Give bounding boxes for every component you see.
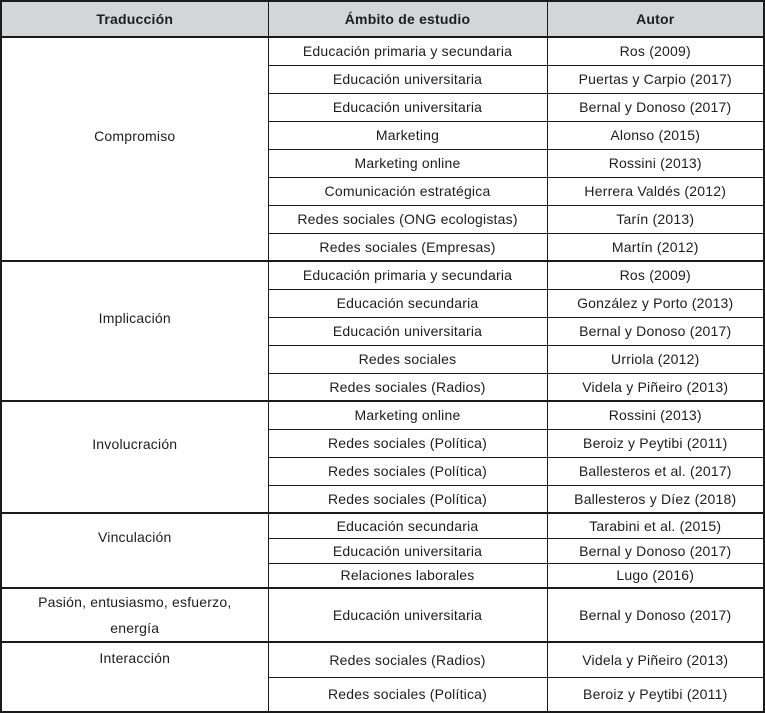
traduccion-label-interaccion: Interacción — [0, 641, 269, 713]
traduccion-label-vinculacion: Vinculación — [0, 512, 269, 589]
table-row: Interacción Redes sociales (Radios) Vide… — [0, 641, 765, 713]
ambito-cell: Redes sociales (Empresas) — [267, 232, 548, 262]
table-row: Redes sociales (Política) Beroiz y Peyti… — [1, 676, 765, 713]
table-row: Redes sociales (Radios) Videla y Piñeiro… — [1, 372, 765, 402]
table-row: Educación universitaria Puertas y Carpio… — [1, 64, 765, 94]
col-header-autor: Autor — [546, 0, 765, 38]
col-header-traduccion: Traducción — [0, 0, 269, 38]
table-row: Redes sociales (Política) Ballesteros et… — [1, 456, 765, 486]
table-row: Marketing Alonso (2015) — [1, 120, 765, 150]
table-row: Educación universitaria Bernal y Donoso … — [1, 316, 765, 346]
autor-cell: Beroiz y Peytibi (2011) — [546, 428, 765, 458]
autor-cell: Herrera Valdés (2012) — [546, 176, 765, 206]
ambito-cell: Marketing — [267, 120, 548, 150]
ambito-cell: Educación universitaria — [267, 92, 548, 122]
ambito-cell: Educación secundaria — [267, 512, 548, 539]
autor-cell: Rossini (2013) — [546, 400, 765, 430]
ambito-cell: Educación primaria y secundaria — [267, 260, 548, 290]
autor-cell: Ballesteros y Díez (2018) — [546, 484, 765, 514]
table-row: Comunicación estratégica Herrera Valdés … — [1, 176, 765, 206]
autor-cell: Alonso (2015) — [546, 120, 765, 150]
autor-cell: Puertas y Carpio (2017) — [546, 64, 765, 94]
autor-cell: Bernal y Donoso (2017) — [546, 92, 765, 122]
ambito-cell: Redes sociales (Política) — [267, 676, 548, 713]
ambito-cell: Redes sociales (Política) — [267, 428, 548, 458]
autor-cell: Tarín (2013) — [546, 204, 765, 234]
table-row: Educación universitaria Bernal y Donoso … — [1, 537, 765, 564]
ambito-cell: Educación universitaria — [267, 537, 548, 564]
table-row: Marketing online Rossini (2013) — [1, 148, 765, 178]
table-row: Relaciones laborales Lugo (2016) — [1, 562, 765, 589]
autor-cell: Ros (2009) — [546, 36, 765, 66]
autor-cell: Bernal y Donoso (2017) — [546, 587, 765, 643]
autor-cell: Ballesteros et al. (2017) — [546, 456, 765, 486]
ambito-cell: Redes sociales (Política) — [267, 484, 548, 514]
table-row: Educación universitaria Bernal y Donoso … — [1, 92, 765, 122]
autor-cell: Rossini (2013) — [546, 148, 765, 178]
ambito-cell: Marketing online — [267, 148, 548, 178]
autor-cell: Bernal y Donoso (2017) — [546, 316, 765, 346]
table-row: Educación secundaria González y Porto (2… — [1, 288, 765, 318]
autor-cell: González y Porto (2013) — [546, 288, 765, 318]
autor-cell: Urriola (2012) — [546, 344, 765, 374]
col-header-ambito: Ámbito de estudio — [267, 0, 548, 38]
ambito-cell: Relaciones laborales — [267, 562, 548, 589]
autor-cell: Videla y Piñeiro (2013) — [546, 641, 765, 678]
autor-cell: Ros (2009) — [546, 260, 765, 290]
traduccion-label-implicacion: Implicación — [0, 260, 269, 402]
ambito-cell: Educación universitaria — [267, 587, 548, 643]
table-row: Involucración Marketing online Rossini (… — [0, 400, 765, 514]
ambito-cell: Comunicación estratégica — [267, 176, 548, 206]
autor-cell: Videla y Piñeiro (2013) — [546, 372, 765, 402]
table-row: Vinculación Educación secundaria Tarabin… — [0, 512, 765, 589]
ambito-cell: Educación universitaria — [267, 64, 548, 94]
table-row: Redes sociales (Política) Ballesteros y … — [1, 484, 765, 514]
ambito-cell: Redes sociales (Política) — [267, 456, 548, 486]
header-row: Traducción Ámbito de estudio Autor — [0, 0, 765, 38]
traduccion-label-involucracion: Involucración — [0, 400, 269, 514]
ambito-cell: Marketing online — [267, 400, 548, 430]
table-row: Redes sociales (Empresas) Martín (2012) — [1, 232, 765, 262]
ambito-cell: Redes sociales (ONG ecologistas) — [267, 204, 548, 234]
table-row: Redes sociales (ONG ecologistas) Tarín (… — [1, 204, 765, 234]
autor-cell: Martín (2012) — [546, 232, 765, 262]
table-row: Redes sociales (Política) Beroiz y Peyti… — [1, 428, 765, 458]
autor-cell: Beroiz y Peytibi (2011) — [546, 676, 765, 713]
ambito-cell: Redes sociales (Radios) — [267, 641, 548, 678]
traduccion-label-compromiso: Compromiso — [0, 36, 269, 262]
autor-cell: Bernal y Donoso (2017) — [546, 537, 765, 564]
autor-cell: Lugo (2016) — [546, 562, 765, 589]
table-row: Pasión, entusiasmo, esfuerzo, energía Ed… — [0, 587, 765, 643]
autor-cell: Tarabini et al. (2015) — [546, 512, 765, 539]
ambito-cell: Redes sociales (Radios) — [267, 372, 548, 402]
ambito-cell: Educación secundaria — [267, 288, 548, 318]
ambito-cell: Educación primaria y secundaria — [267, 36, 548, 66]
ambito-cell: Educación universitaria — [267, 316, 548, 346]
table-row: Implicación Educación primaria y secunda… — [0, 260, 765, 402]
ambito-cell: Redes sociales — [267, 344, 548, 374]
traduccion-label-pasion: Pasión, entusiasmo, esfuerzo, energía — [0, 587, 269, 643]
table-row: Compromiso Educación primaria y secundar… — [0, 36, 765, 262]
